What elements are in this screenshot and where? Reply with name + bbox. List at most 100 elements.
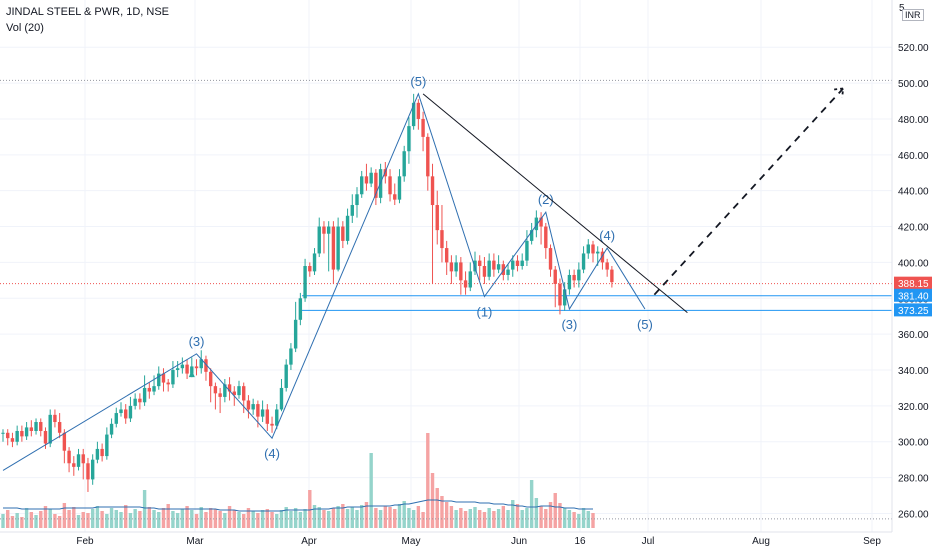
candle-body xyxy=(67,450,71,464)
candle-body xyxy=(303,266,307,299)
candle xyxy=(105,427,109,460)
candle-body xyxy=(331,226,336,270)
candle-body xyxy=(62,432,67,451)
candle xyxy=(303,258,307,302)
candle-body xyxy=(298,298,303,320)
volume-bar xyxy=(138,511,142,528)
candle xyxy=(397,169,402,204)
candle-body xyxy=(289,348,293,365)
volume-bar xyxy=(473,507,477,528)
candle-body xyxy=(293,319,298,349)
price-tag-box xyxy=(894,288,932,302)
candle-body xyxy=(605,262,609,270)
volume-bar xyxy=(114,510,118,528)
candle-body xyxy=(10,438,15,442)
volume-bar xyxy=(468,509,472,528)
candle-body xyxy=(586,244,590,254)
candle xyxy=(81,448,85,480)
volume-bar xyxy=(109,508,114,528)
candle-body xyxy=(416,102,421,119)
volume-bar xyxy=(34,515,38,528)
candle-body xyxy=(20,430,24,437)
candle xyxy=(208,368,213,403)
candle xyxy=(293,301,298,353)
candle-body xyxy=(256,404,260,417)
drawings[interactable]: (3) (4) (5) (1) (2) (3) (4) (5) xyxy=(2,74,845,471)
candle xyxy=(426,133,430,191)
candle xyxy=(1,429,5,442)
candle-body xyxy=(534,217,539,231)
candle xyxy=(34,418,38,435)
resistance-trendline xyxy=(422,93,688,314)
candle-body xyxy=(260,409,265,417)
candle xyxy=(308,262,312,277)
price-tick-label: 300.00 xyxy=(898,438,929,449)
price-axis[interactable]: 520.00 500.00 480.00 460.00 440.00 420.00 400.… xyxy=(891,0,929,532)
volume-bar xyxy=(15,513,19,528)
volume-bar xyxy=(586,511,590,528)
volume-bar xyxy=(378,510,383,528)
volume-bar xyxy=(256,513,260,528)
volume-bar xyxy=(119,512,123,528)
top-tick-fragment: 5 xyxy=(899,3,905,14)
candle xyxy=(553,266,557,308)
volume-bar xyxy=(341,504,345,528)
volume-bar xyxy=(581,508,586,528)
volume-bar xyxy=(190,510,194,528)
time-axis[interactable]: Feb Mar Apr May Jun 16 Jul Aug Sep xyxy=(0,531,892,547)
candle xyxy=(152,375,156,396)
candle-body xyxy=(124,409,128,419)
candle xyxy=(185,359,189,379)
candle-body xyxy=(308,266,312,272)
volume-bars xyxy=(1,433,595,528)
volume-bar xyxy=(416,506,421,528)
candle-body xyxy=(199,359,203,369)
candle-body xyxy=(581,253,586,270)
signal-marker-icon xyxy=(188,370,195,378)
candle xyxy=(581,246,586,274)
candle xyxy=(124,404,128,424)
currency-badge[interactable]: INR xyxy=(902,9,924,21)
candle-body xyxy=(468,271,472,288)
volume-bar xyxy=(293,508,298,528)
candle-body xyxy=(515,260,520,266)
volume-bar xyxy=(459,508,463,528)
symbol-title: JINDAL STEEL & PWR, 1D, NSE xyxy=(6,6,170,18)
candle-body xyxy=(279,387,284,410)
price-tag-box xyxy=(894,276,932,290)
candle xyxy=(6,429,10,446)
candle xyxy=(506,264,510,281)
candle-body xyxy=(284,364,288,388)
candle-body xyxy=(492,260,496,270)
volume-bar xyxy=(487,508,491,528)
candle xyxy=(430,163,435,284)
candle xyxy=(449,255,454,284)
candle xyxy=(237,380,241,399)
candle xyxy=(326,221,331,272)
price-tag-label: 388.15 xyxy=(898,279,929,290)
price-tick-label: 480.00 xyxy=(898,115,929,126)
volume-bar xyxy=(326,511,331,528)
candle-body xyxy=(232,391,236,396)
volume-bar xyxy=(426,433,430,528)
candle-body xyxy=(208,371,213,387)
volume-bar xyxy=(449,506,454,528)
volume-bar xyxy=(152,510,156,528)
candle-body xyxy=(355,194,359,206)
candle xyxy=(468,262,472,292)
volume-bar xyxy=(317,507,321,528)
candle-body xyxy=(577,269,581,281)
volume-bar xyxy=(171,511,175,528)
volume-bar xyxy=(411,510,416,528)
candle-body xyxy=(600,251,605,263)
volume-indicator-label[interactable]: Vol (20) xyxy=(6,22,44,34)
volume-bar xyxy=(539,506,543,528)
candle xyxy=(525,230,529,266)
candle xyxy=(114,407,118,428)
candle-body xyxy=(388,176,392,195)
candle-body xyxy=(317,226,321,254)
candle-body xyxy=(147,387,152,392)
volume-bar xyxy=(515,504,520,528)
candle xyxy=(520,253,524,270)
